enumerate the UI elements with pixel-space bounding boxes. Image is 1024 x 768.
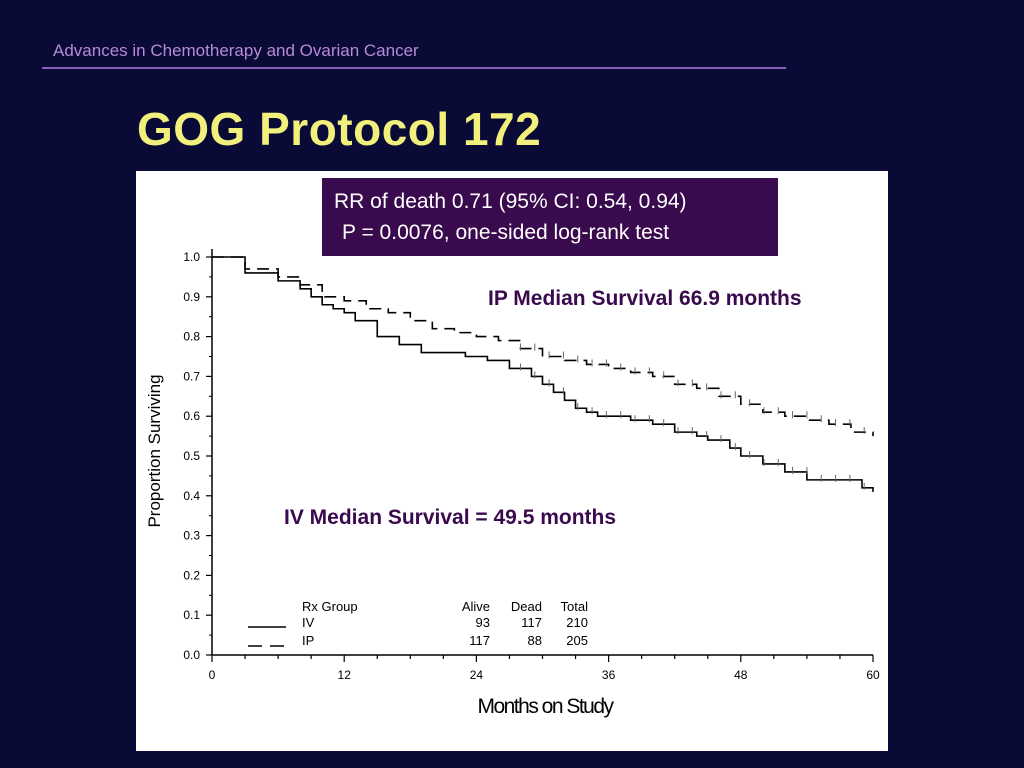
y-tick-label: 0.9 [183, 290, 200, 304]
y-tick-label: 0.6 [183, 409, 200, 423]
x-tick-label: 60 [866, 668, 880, 682]
series-ip-line [212, 256, 874, 437]
slide-header: Advances in Chemotherapy and Ovarian Can… [53, 41, 419, 60]
legend-iv-group: IV [302, 615, 315, 630]
stats-box [322, 178, 778, 256]
legend: Rx Group Alive Dead Total IV 93 117 210 … [248, 599, 588, 648]
y-tick-label: 0.4 [183, 489, 200, 503]
legend-ip-group: IP [302, 633, 314, 648]
x-tick-label: 48 [734, 668, 748, 682]
legend-ip-dead: 88 [528, 633, 542, 648]
y-tick-label: 1.0 [183, 250, 200, 264]
chart-panel: RR of death 0.71 (95% CI: 0.54, 0.94) P … [136, 171, 888, 751]
legend-header-alive: Alive [462, 599, 490, 614]
y-tick-label: 0.2 [183, 568, 200, 582]
stats-line-2: P = 0.0076, one-sided log-rank test [342, 221, 669, 244]
y-axis-label: Proportion Surviving [145, 374, 164, 527]
iv-median-annotation: IV Median Survival = 49.5 months [284, 506, 616, 529]
legend-header-total: Total [561, 599, 589, 614]
censor-marks [519, 343, 865, 490]
y-tick-label: 0.3 [183, 529, 200, 543]
stats-line-1: RR of death 0.71 (95% CI: 0.54, 0.94) [334, 190, 687, 213]
y-tick-label: 0.7 [183, 369, 200, 383]
y-tick-label: 0.1 [183, 608, 200, 622]
y-tick-label: 0.5 [183, 449, 200, 463]
ip-median-annotation: IP Median Survival 66.9 months [488, 287, 802, 310]
x-tick-label: 0 [209, 668, 216, 682]
x-tick-label: 36 [602, 668, 616, 682]
y-tick-label: 0.8 [183, 330, 200, 344]
legend-iv-alive: 93 [476, 615, 490, 630]
y-tick-label: 0.0 [183, 648, 200, 662]
x-tick-label: 24 [470, 668, 484, 682]
series-iv-line [212, 256, 874, 492]
survival-chart: RR of death 0.71 (95% CI: 0.54, 0.94) P … [145, 178, 880, 718]
slide-title: GOG Protocol 172 [137, 103, 542, 155]
legend-iv-total: 210 [566, 615, 588, 630]
x-tick-label: 12 [338, 668, 352, 682]
header-divider [42, 67, 786, 69]
legend-ip-total: 205 [566, 633, 588, 648]
legend-ip-alive: 117 [469, 633, 490, 648]
legend-header-group: Rx Group [302, 599, 358, 614]
x-axis-label: Months on Study [477, 695, 614, 718]
legend-iv-dead: 117 [521, 615, 542, 630]
legend-header-dead: Dead [511, 599, 542, 614]
